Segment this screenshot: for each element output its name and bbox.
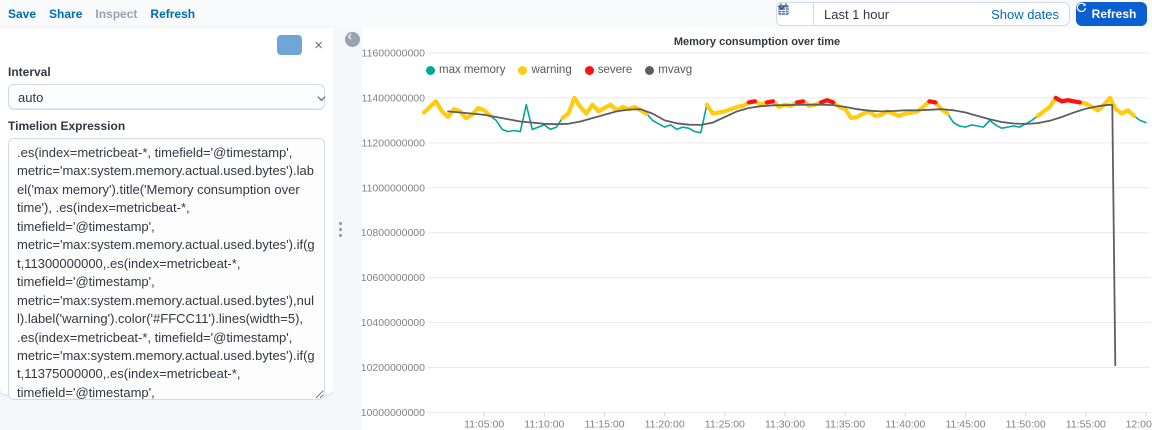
legend-item-warning[interactable]: warning bbox=[518, 64, 572, 76]
time-picker: Last 1 hour Show dates bbox=[776, 2, 1070, 26]
legend-dot-icon bbox=[645, 65, 655, 75]
top-toolbar: Save Share Inspect Refresh Last 1 hour S… bbox=[0, 0, 1152, 28]
timelion-chart[interactable]: 11600000000 11400000000 11200000000 1100000… bbox=[362, 28, 1152, 430]
legend-dot-icon bbox=[426, 65, 435, 75]
inspect-button: Inspect bbox=[95, 7, 138, 21]
chart-canvas: 11600000000 11400000000 11200000000 1100000… bbox=[362, 48, 1152, 430]
svg-text:10000000000: 10000000000 bbox=[362, 407, 425, 419]
svg-text:11:15:00: 11:15:00 bbox=[584, 418, 624, 430]
legend-item-mvavg[interactable]: mvavg bbox=[645, 64, 692, 76]
svg-text:11:30:00: 11:30:00 bbox=[765, 418, 805, 430]
svg-text:11:50:00: 11:50:00 bbox=[1006, 418, 1046, 430]
svg-text:11:05:00: 11:05:00 bbox=[464, 418, 504, 430]
svg-text:11:20:00: 11:20:00 bbox=[645, 418, 685, 430]
panel-resizer bbox=[333, 28, 362, 430]
svg-text:11000000000: 11000000000 bbox=[362, 182, 425, 194]
legend-label: mvavg bbox=[658, 64, 693, 76]
svg-text:11:55:00: 11:55:00 bbox=[1066, 418, 1106, 430]
close-icon[interactable]: × bbox=[314, 36, 323, 54]
interval-select[interactable]: auto bbox=[8, 84, 326, 110]
timelion-expression-input[interactable]: .es(index=metricbeat-*, timefield='@time… bbox=[8, 138, 325, 400]
legend-label: severe bbox=[597, 64, 633, 76]
save-button[interactable]: Save bbox=[8, 7, 37, 21]
run-expression-button[interactable] bbox=[2, 29, 303, 55]
show-dates-button[interactable]: Show dates bbox=[991, 6, 1059, 22]
editor-actions: × bbox=[2, 28, 325, 56]
toolbar-nav: Save Share Inspect Refresh bbox=[8, 0, 208, 28]
collapse-panel-button[interactable] bbox=[345, 32, 360, 47]
drag-handle-icon[interactable] bbox=[339, 222, 342, 237]
legend-item-max-memory[interactable]: max memory bbox=[426, 64, 505, 76]
svg-text:11:10:00: 11:10:00 bbox=[524, 418, 564, 430]
refresh-button-label: Refresh bbox=[1091, 7, 1137, 21]
legend-item-severe[interactable]: severe bbox=[584, 64, 633, 76]
interval-label: Interval bbox=[8, 65, 51, 79]
svg-text:11:45:00: 11:45:00 bbox=[945, 418, 985, 430]
refresh-button[interactable]: Refresh bbox=[1076, 2, 1147, 26]
svg-text:10400000000: 10400000000 bbox=[362, 317, 425, 329]
svg-text:11600000000: 11600000000 bbox=[362, 48, 425, 60]
legend-dot-icon bbox=[584, 65, 594, 75]
svg-text:10600000000: 10600000000 bbox=[362, 272, 425, 284]
expression-label: Timelion Expression bbox=[8, 119, 126, 133]
refresh-link[interactable]: Refresh bbox=[150, 7, 196, 21]
svg-text:11200000000: 11200000000 bbox=[362, 137, 425, 149]
svg-text:11:40:00: 11:40:00 bbox=[885, 418, 925, 430]
time-range-value[interactable]: Last 1 hour bbox=[824, 6, 890, 22]
quick-select-button[interactable] bbox=[777, 3, 814, 25]
svg-text:12:00:00: 12:00:00 bbox=[1126, 418, 1152, 430]
chart-title: Memory consumption over time bbox=[673, 36, 841, 48]
svg-text:11400000000: 11400000000 bbox=[362, 92, 425, 104]
share-button[interactable]: Share bbox=[49, 7, 83, 21]
legend-label: warning bbox=[531, 64, 572, 76]
legend-dot-icon bbox=[518, 65, 528, 75]
svg-text:10200000000: 10200000000 bbox=[362, 362, 425, 374]
svg-text:11:25:00: 11:25:00 bbox=[705, 418, 745, 430]
interval-value: auto bbox=[18, 89, 44, 105]
chart-legend: max memory warning severe mvavg bbox=[426, 64, 692, 76]
svg-text:11:35:00: 11:35:00 bbox=[825, 418, 865, 430]
timelion-editor-panel: × Interval auto Timelion Expression .es(… bbox=[0, 28, 333, 400]
legend-label: max memory bbox=[439, 64, 506, 76]
svg-text:10800000000: 10800000000 bbox=[362, 227, 425, 239]
